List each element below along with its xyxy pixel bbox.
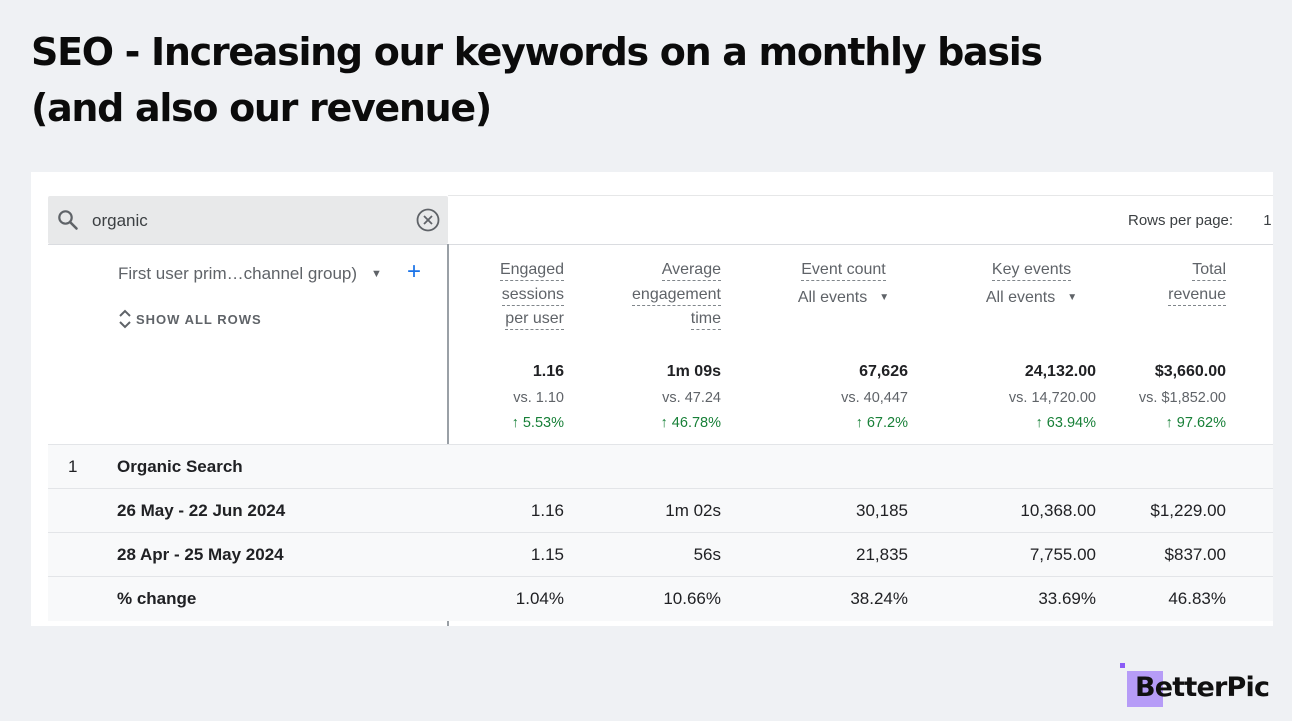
table-cell: 56s bbox=[693, 545, 721, 564]
search-input[interactable]: organic bbox=[92, 211, 148, 230]
event-count-filter-dropdown[interactable]: All events ▼ bbox=[771, 286, 916, 311]
table-cell: 21,835 bbox=[856, 545, 908, 564]
column-header-line: time bbox=[690, 308, 721, 330]
table-cell: 46.83% bbox=[1168, 589, 1226, 608]
column-header-line: Event count bbox=[801, 259, 886, 281]
row-label: % change bbox=[117, 589, 197, 608]
table-cell: 33.69% bbox=[1038, 589, 1096, 608]
column-header-total-revenue[interactable]: Total revenue bbox=[1131, 258, 1226, 307]
total-comparison: vs. 14,720.00 bbox=[1008, 390, 1096, 406]
rows-per-page-select[interactable]: 1 bbox=[1263, 212, 1272, 229]
dimension-dropdown-label: First user prim…channel group) bbox=[118, 264, 358, 283]
total-value: 1.16 bbox=[532, 363, 564, 380]
total-change: ↑ 5.53% bbox=[511, 415, 564, 431]
search-box[interactable]: organic bbox=[48, 196, 448, 244]
column-header-line: Total bbox=[1192, 259, 1226, 281]
table-cell: 1.15 bbox=[530, 545, 564, 564]
total-value: $3,660.00 bbox=[1154, 363, 1226, 380]
dimension-dropdown[interactable]: First user prim…channel group) ▼ bbox=[118, 264, 382, 284]
report-table-panel: organic Rows per page: 1 First user prim… bbox=[31, 172, 1273, 626]
table-cell: 30,185 bbox=[856, 501, 908, 520]
total-comparison: vs. 47.24 bbox=[662, 390, 721, 406]
column-header-line: revenue bbox=[1168, 284, 1226, 306]
show-all-rows-label: SHOW ALL ROWS bbox=[136, 312, 262, 327]
top-divider bbox=[448, 195, 1273, 196]
table-cell: $1,229.00 bbox=[1150, 501, 1226, 520]
logo-mark-small bbox=[1120, 663, 1125, 668]
key-events-filter-dropdown[interactable]: All events ▼ bbox=[959, 286, 1104, 311]
table-row-organic-search[interactable]: 1 Organic Search bbox=[48, 444, 1273, 489]
column-header-average-engagement[interactable]: Average engagement time bbox=[591, 258, 721, 332]
key-events-filter-label: All events bbox=[985, 288, 1056, 306]
column-header-line: Key events bbox=[991, 259, 1072, 281]
total-value: 1m 09s bbox=[666, 363, 721, 380]
column-header-event-count[interactable]: Event count All events ▼ bbox=[771, 258, 916, 310]
column-header-line: sessions bbox=[501, 284, 564, 306]
total-change: ↑ 46.78% bbox=[660, 415, 721, 431]
header-divider bbox=[48, 244, 1273, 245]
total-value: 67,626 bbox=[859, 363, 908, 380]
brand-logo: BetterPic bbox=[1118, 662, 1278, 712]
total-change: ↑ 63.94% bbox=[1035, 415, 1096, 431]
row-label: 28 Apr - 25 May 2024 bbox=[117, 545, 284, 564]
slide-title-line-2: (and also our revenue) bbox=[31, 86, 492, 130]
close-circle-icon[interactable] bbox=[416, 208, 440, 232]
table-cell: 1.16 bbox=[530, 501, 564, 520]
column-header-line: engagement bbox=[632, 284, 721, 306]
column-separator bbox=[447, 244, 449, 626]
table-cell: 1m 02s bbox=[665, 501, 721, 520]
row-label: 26 May - 22 Jun 2024 bbox=[117, 501, 286, 520]
brand-name: BetterPic bbox=[1135, 672, 1270, 703]
total-comparison: vs. 1.10 bbox=[513, 390, 564, 406]
caret-down-icon: ▼ bbox=[371, 268, 382, 280]
logo-mark bbox=[1127, 671, 1163, 707]
rows-per-page-label: Rows per page: bbox=[1128, 212, 1234, 229]
event-count-filter-label: All events bbox=[797, 288, 868, 306]
column-header-key-events[interactable]: Key events All events ▼ bbox=[959, 258, 1104, 310]
column-header-line: per user bbox=[505, 308, 564, 330]
table-cell: $837.00 bbox=[1164, 545, 1226, 564]
total-change: ↑ 67.2% bbox=[855, 415, 908, 431]
row-label: Organic Search bbox=[117, 457, 243, 476]
total-value: 24,132.00 bbox=[1024, 363, 1096, 380]
add-dimension-button[interactable]: + bbox=[407, 258, 422, 285]
row-index: 1 bbox=[68, 457, 78, 476]
table-cell: 38.24% bbox=[850, 589, 908, 608]
table-row-percent-change[interactable]: % change 1.04% 10.66% 38.24% 33.69% 46.8… bbox=[48, 576, 1273, 621]
slide-title-line-1: SEO - Increasing our keywords on a month… bbox=[31, 30, 1043, 74]
total-change: ↑ 97.62% bbox=[1165, 415, 1226, 431]
column-header-line: Average bbox=[661, 259, 721, 281]
expand-icon bbox=[119, 309, 131, 329]
total-comparison: vs. 40,447 bbox=[841, 390, 908, 406]
total-comparison: vs. $1,852.00 bbox=[1138, 390, 1226, 406]
column-header-line: Engaged bbox=[499, 259, 564, 281]
table-cell: 10.66% bbox=[663, 589, 721, 608]
table-cell: 7,755.00 bbox=[1029, 545, 1096, 564]
table-cell: 10,368.00 bbox=[1020, 501, 1096, 520]
caret-down-icon: ▼ bbox=[1067, 291, 1078, 303]
rows-per-page[interactable]: Rows per page: 1 bbox=[1128, 212, 1272, 229]
table-row[interactable]: 26 May - 22 Jun 2024 1.16 1m 02s 30,185 … bbox=[48, 488, 1273, 533]
show-all-rows-button[interactable]: SHOW ALL ROWS bbox=[118, 309, 262, 329]
table-cell: 1.04% bbox=[515, 589, 564, 608]
search-icon bbox=[58, 210, 78, 230]
column-header-engaged-sessions[interactable]: Engaged sessions per user bbox=[461, 258, 564, 332]
table-row[interactable]: 28 Apr - 25 May 2024 1.15 56s 21,835 7,7… bbox=[48, 532, 1273, 577]
caret-down-icon: ▼ bbox=[879, 291, 890, 303]
slide-title: SEO - Increasing our keywords on a month… bbox=[31, 24, 1131, 136]
